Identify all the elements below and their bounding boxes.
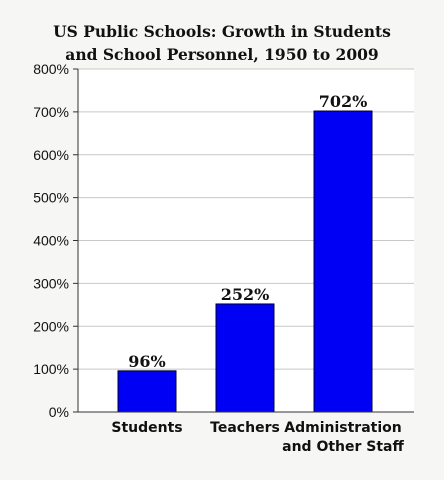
bar	[216, 304, 274, 412]
y-tick-label: 200%	[33, 318, 69, 334]
bar	[314, 111, 372, 412]
y-tick-label: 800%	[33, 61, 69, 77]
category-label: Students	[111, 420, 182, 436]
y-tick-label: 500%	[33, 190, 69, 206]
category-label: Administration	[284, 420, 401, 436]
y-tick-label: 0%	[49, 404, 69, 420]
y-tick-label: 400%	[33, 233, 69, 249]
y-tick-label: 300%	[33, 275, 69, 291]
data-label: 702%	[319, 92, 368, 111]
y-tick-label: 700%	[33, 104, 69, 120]
data-label: 96%	[128, 352, 165, 371]
y-tick-label: 100%	[33, 361, 69, 377]
category-label: and Other Staff	[282, 439, 404, 455]
category-label: Teachers	[210, 420, 280, 436]
y-tick-label: 600%	[33, 147, 69, 163]
bar	[118, 371, 176, 412]
data-label: 252%	[221, 285, 270, 304]
